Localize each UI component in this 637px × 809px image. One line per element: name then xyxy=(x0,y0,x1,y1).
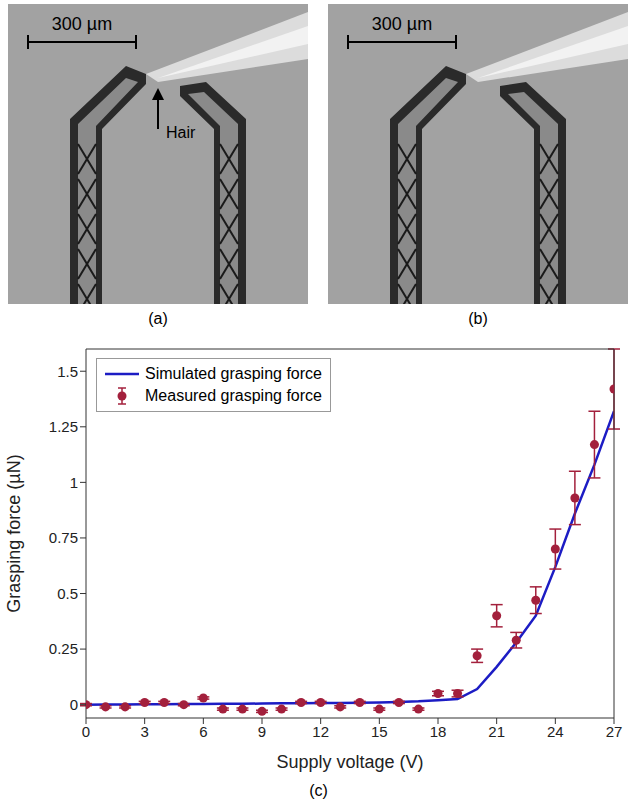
svg-text:300 µm: 300 µm xyxy=(372,14,432,34)
svg-text:Hair: Hair xyxy=(166,124,196,141)
html-text:(c): (c) xyxy=(309,782,328,799)
svg-text:0.5: 0.5 xyxy=(57,585,78,602)
svg-text:1.5: 1.5 xyxy=(57,363,78,380)
svg-text:1.25: 1.25 xyxy=(49,418,78,435)
html-text:(a): (a) xyxy=(148,310,168,327)
svg-text:0.75: 0.75 xyxy=(49,529,78,546)
svg-text:12: 12 xyxy=(312,723,329,740)
html-text:Simulated grasping force: Simulated grasping force xyxy=(145,365,322,382)
svg-text:Supply voltage (V): Supply voltage (V) xyxy=(276,752,423,772)
svg-text:300 µm: 300 µm xyxy=(52,14,112,34)
svg-text:27: 27 xyxy=(606,723,623,740)
svg-text:21: 21 xyxy=(488,723,505,740)
svg-text:15: 15 xyxy=(371,723,388,740)
html-text:(b): (b) xyxy=(468,310,488,327)
svg-text:0.25: 0.25 xyxy=(49,640,78,657)
svg-text:6: 6 xyxy=(199,723,207,740)
svg-text:1: 1 xyxy=(70,474,78,491)
svg-text:18: 18 xyxy=(430,723,447,740)
svg-text:0: 0 xyxy=(70,696,78,713)
svg-text:24: 24 xyxy=(547,723,564,740)
svg-text:9: 9 xyxy=(258,723,266,740)
html-text:Measured grasping force: Measured grasping force xyxy=(145,387,322,404)
svg-text:0: 0 xyxy=(82,723,90,740)
svg-text:Grasping force (µN): Grasping force (µN) xyxy=(4,454,24,612)
svg-text:3: 3 xyxy=(140,723,148,740)
